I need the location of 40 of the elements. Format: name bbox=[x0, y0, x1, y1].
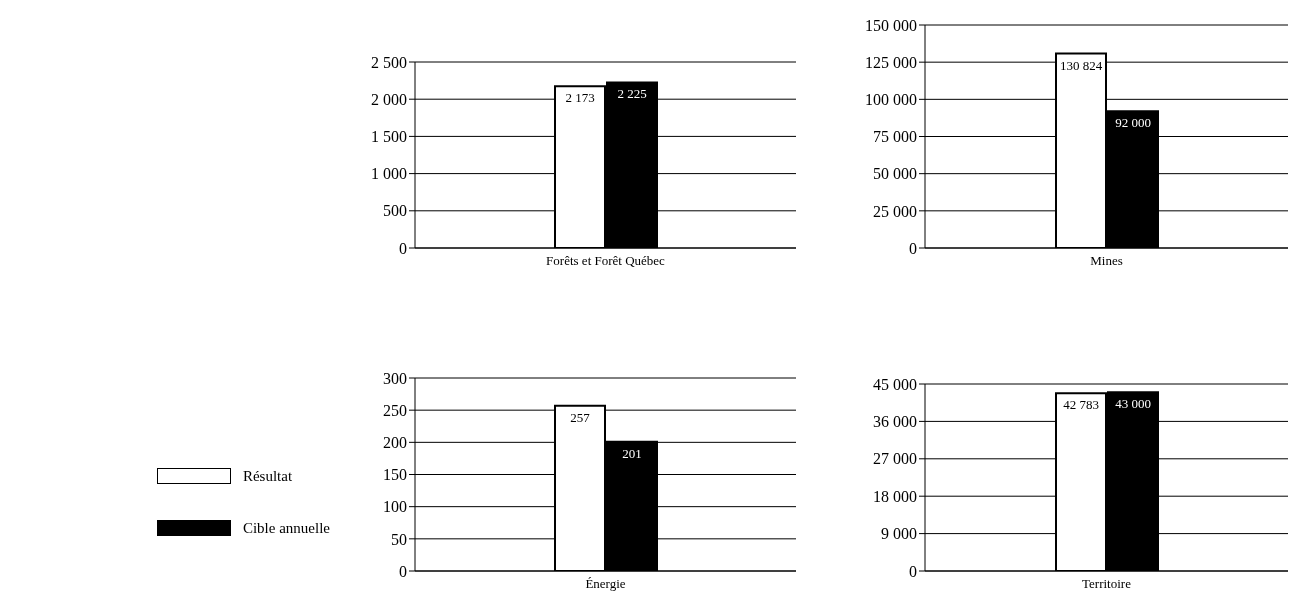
y-tick-label: 25 000 bbox=[873, 202, 917, 220]
y-tick-label: 1 500 bbox=[371, 128, 407, 146]
y-tick-label: 200 bbox=[383, 434, 407, 452]
y-tick-label: 75 000 bbox=[873, 128, 917, 146]
data-label: 2 225 bbox=[617, 86, 647, 102]
y-tick-label: 27 000 bbox=[873, 450, 917, 468]
x-tick-label: Énergie bbox=[585, 576, 626, 592]
data-label: 130 824 bbox=[1059, 57, 1103, 73]
data-label: 2 173 bbox=[565, 90, 595, 106]
y-tick-label: 2 000 bbox=[371, 90, 407, 108]
legend-label: Résultat bbox=[242, 467, 293, 485]
y-tick-label: 18 000 bbox=[873, 487, 917, 505]
y-tick-label: 150 000 bbox=[865, 16, 917, 34]
x-tick-label: Mines bbox=[1090, 253, 1123, 269]
y-tick-label: 0 bbox=[399, 239, 407, 257]
y-tick-label: 125 000 bbox=[865, 53, 917, 71]
y-tick-label: 36 000 bbox=[873, 413, 917, 431]
y-tick-label: 500 bbox=[383, 202, 407, 220]
data-label: 257 bbox=[570, 409, 591, 425]
y-tick-label: 2 500 bbox=[371, 53, 407, 71]
legend-label: Cible annuelle bbox=[242, 519, 330, 537]
y-tick-label: 45 000 bbox=[873, 375, 917, 393]
y-tick-label: 0 bbox=[909, 562, 917, 580]
y-tick-label: 300 bbox=[383, 369, 407, 387]
y-tick-label: 0 bbox=[399, 562, 407, 580]
data-label: 43 000 bbox=[1115, 396, 1151, 412]
y-tick-label: 0 bbox=[909, 239, 917, 257]
y-tick-label: 250 bbox=[383, 401, 407, 419]
y-tick-label: 9 000 bbox=[881, 525, 917, 543]
y-tick-label: 50 bbox=[391, 530, 407, 548]
data-label: 201 bbox=[622, 445, 642, 461]
y-tick-label: 100 bbox=[383, 498, 407, 516]
y-tick-label: 150 bbox=[383, 466, 407, 484]
data-label: 42 783 bbox=[1063, 397, 1099, 413]
x-tick-label: Forêts et Forêt Québec bbox=[546, 253, 666, 269]
y-tick-label: 1 000 bbox=[371, 165, 407, 183]
data-label: 92 000 bbox=[1115, 115, 1151, 131]
y-tick-label: 50 000 bbox=[873, 165, 917, 183]
y-tick-label: 100 000 bbox=[865, 91, 917, 109]
x-tick-label: Territoire bbox=[1082, 576, 1132, 592]
